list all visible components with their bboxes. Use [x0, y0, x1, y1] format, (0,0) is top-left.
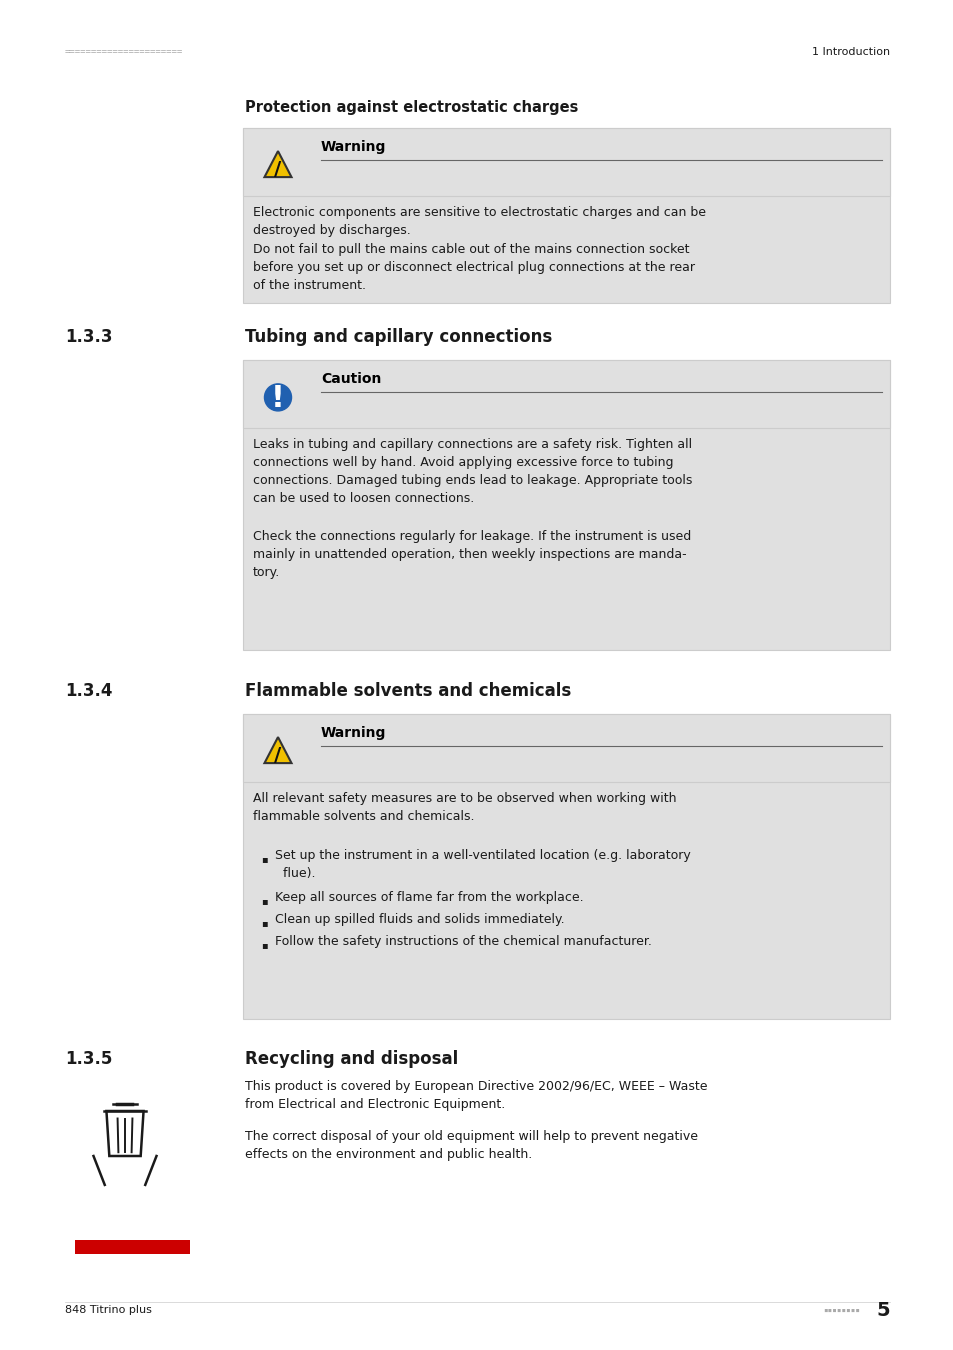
Text: 1.3.3: 1.3.3 [65, 328, 112, 346]
Text: Protection against electrostatic charges: Protection against electrostatic charges [245, 100, 578, 115]
Text: 1 Introduction: 1 Introduction [811, 47, 889, 57]
Polygon shape [264, 737, 292, 763]
Text: Caution: Caution [320, 373, 381, 386]
Text: Clean up spilled fluids and solids immediately.: Clean up spilled fluids and solids immed… [274, 913, 564, 926]
Text: All relevant safety measures are to be observed when working with
flammable solv: All relevant safety measures are to be o… [253, 792, 676, 824]
FancyBboxPatch shape [243, 714, 889, 782]
Text: Keep all sources of flame far from the workplace.: Keep all sources of flame far from the w… [274, 891, 583, 904]
Text: Flammable solvents and chemicals: Flammable solvents and chemicals [245, 682, 571, 701]
Text: 1.3.5: 1.3.5 [65, 1050, 112, 1068]
FancyBboxPatch shape [243, 128, 889, 302]
Text: Do not fail to pull the mains cable out of the mains connection socket
before yo: Do not fail to pull the mains cable out … [253, 243, 695, 292]
FancyBboxPatch shape [243, 360, 889, 428]
Text: !: ! [271, 383, 285, 413]
Text: ▪: ▪ [261, 896, 268, 906]
Text: /: / [274, 747, 281, 765]
Text: Electronic components are sensitive to electrostatic charges and can be
destroye: Electronic components are sensitive to e… [253, 207, 705, 238]
Text: 5: 5 [876, 1300, 889, 1319]
Text: ▪: ▪ [261, 940, 268, 950]
Text: ▪: ▪ [261, 855, 268, 864]
Text: ======================: ====================== [65, 47, 183, 57]
Polygon shape [264, 151, 292, 177]
FancyBboxPatch shape [243, 128, 889, 196]
Text: Recycling and disposal: Recycling and disposal [245, 1050, 457, 1068]
Text: Leaks in tubing and capillary connections are a safety risk. Tighten all
connect: Leaks in tubing and capillary connection… [253, 437, 692, 505]
FancyBboxPatch shape [243, 360, 889, 649]
Text: Follow the safety instructions of the chemical manufacturer.: Follow the safety instructions of the ch… [274, 936, 651, 948]
Text: Tubing and capillary connections: Tubing and capillary connections [245, 328, 552, 346]
Text: ▪▪▪▪▪▪▪▪: ▪▪▪▪▪▪▪▪ [822, 1305, 859, 1315]
FancyBboxPatch shape [243, 714, 889, 1019]
Text: This product is covered by European Directive 2002/96/EC, WEEE – Waste
from Elec: This product is covered by European Dire… [245, 1080, 707, 1111]
Text: Warning: Warning [320, 726, 386, 740]
Text: Warning: Warning [320, 140, 386, 154]
Text: /: / [274, 159, 281, 180]
Text: 848 Titrino plus: 848 Titrino plus [65, 1305, 152, 1315]
Text: 1.3.4: 1.3.4 [65, 682, 112, 701]
Text: Set up the instrument in a well-ventilated location (e.g. laboratory
  flue).: Set up the instrument in a well-ventilat… [274, 849, 690, 880]
Text: ▪: ▪ [261, 918, 268, 927]
Text: Check the connections regularly for leakage. If the instrument is used
mainly in: Check the connections regularly for leak… [253, 531, 691, 579]
Circle shape [264, 383, 292, 410]
Text: The correct disposal of your old equipment will help to prevent negative
effects: The correct disposal of your old equipme… [245, 1130, 698, 1161]
FancyBboxPatch shape [75, 1241, 190, 1254]
